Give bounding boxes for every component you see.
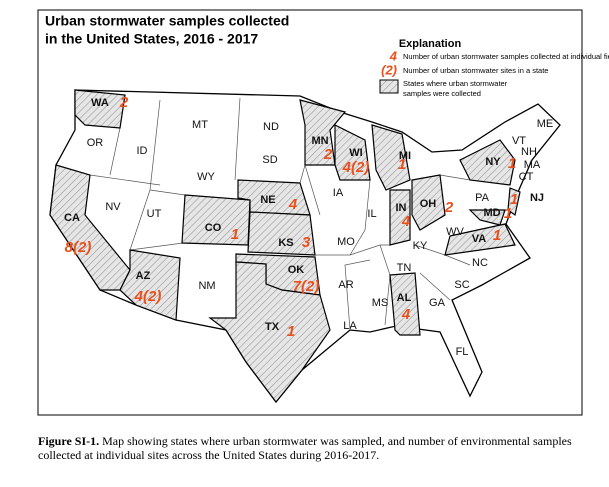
- state-abbr: OK: [288, 264, 305, 276]
- state-oh: [411, 174, 446, 231]
- state-abbr: MS: [372, 297, 389, 309]
- legend-label: States where urban stormwater: [403, 79, 508, 88]
- state-abbr: TX: [265, 321, 280, 333]
- state-abbr: NE: [260, 194, 275, 206]
- state-abbr: NC: [472, 257, 488, 269]
- state-abbr: ND: [263, 121, 279, 133]
- sample-count: 1: [493, 227, 501, 244]
- caption-label: Figure SI-1.: [38, 434, 100, 448]
- sampled-state-shapes: [49, 89, 521, 403]
- state-abbr: AL: [397, 292, 412, 304]
- state-nj: [507, 187, 521, 217]
- state-co: [181, 194, 251, 246]
- sample-count: 1: [398, 156, 406, 173]
- state-abbr: IN: [396, 202, 407, 214]
- sample-count: 2: [119, 94, 129, 111]
- sample-count: 4: [401, 306, 411, 323]
- state-abbr: KS: [278, 237, 293, 249]
- state-abbr: OR: [87, 137, 104, 149]
- caption-text: Map showing states where urban stormwate…: [38, 434, 572, 462]
- state-abbr: MI: [399, 150, 411, 162]
- state-abbr: CT: [519, 171, 534, 183]
- state-abbr: MT: [192, 119, 208, 131]
- legend-symbol: 4: [389, 48, 398, 63]
- sample-count: 4: [288, 196, 298, 213]
- legend: Explanation 4 Number of urban stormwater…: [379, 38, 609, 98]
- state-abbr: VA: [472, 233, 487, 245]
- state-abbr: SD: [262, 154, 277, 166]
- state-abbr: WA: [91, 97, 109, 109]
- sample-count: 1: [231, 226, 239, 243]
- state-al: [389, 272, 421, 336]
- map-figure: Urban stormwater samples collected in th…: [37, 9, 609, 416]
- state-abbr: MO: [337, 236, 355, 248]
- state-abbr: NY: [485, 156, 501, 168]
- state-abbr: WV: [446, 226, 464, 238]
- state-abbr: OH: [420, 198, 437, 210]
- legend-swatch: [379, 79, 399, 94]
- sample-count: 1: [508, 155, 516, 172]
- state-abbr: AR: [338, 279, 353, 291]
- state-abbr: CA: [64, 212, 80, 224]
- state-abbr: NJ: [530, 192, 544, 204]
- sample-count: 4(2): [134, 288, 162, 305]
- state-abbr: IL: [367, 208, 376, 220]
- state-abbr: UT: [147, 208, 162, 220]
- state-va: [444, 223, 516, 256]
- sample-count: 2: [323, 146, 333, 163]
- state-abbr: MN: [311, 135, 328, 147]
- state-abbr: NV: [105, 201, 121, 213]
- state-ny: [459, 139, 516, 186]
- sample-count: 1: [504, 205, 512, 222]
- state-tx: [208, 261, 331, 403]
- caption: Figure SI-1. Map showing states where ur…: [38, 434, 598, 462]
- state-mi: [371, 124, 411, 191]
- sample-count: 2: [444, 199, 454, 216]
- state-abbr: PA: [475, 192, 490, 204]
- legend-label: Number of urban stormwater samples colle…: [403, 52, 609, 61]
- state-abbr: NH: [521, 146, 537, 158]
- title-line: in the United States, 2016 - 2017: [45, 31, 258, 47]
- state-abbr: KY: [413, 240, 428, 252]
- state-abbr: NM: [198, 280, 215, 292]
- state-abbr: GA: [429, 297, 446, 309]
- state-abbr: VT: [512, 135, 526, 147]
- sample-count: 8(2): [65, 239, 92, 256]
- legend-symbol: (2): [381, 62, 397, 77]
- state-abbr: ID: [137, 145, 148, 157]
- state-abbr: MA: [524, 159, 541, 171]
- state-abbr: FL: [456, 346, 469, 358]
- state-abbr: WI: [349, 147, 362, 159]
- state-abbr: CO: [205, 222, 222, 234]
- state-abbr: TN: [397, 262, 412, 274]
- sample-count: 4(2): [342, 159, 370, 176]
- sample-count: 1: [510, 191, 518, 208]
- state-az: [119, 249, 181, 321]
- title-line: Urban stormwater samples collected: [45, 13, 289, 29]
- state-abbr: WY: [197, 171, 215, 183]
- legend-label: samples were collected: [403, 89, 481, 98]
- sample-count: 7(2): [293, 278, 320, 295]
- legend-title: Explanation: [399, 38, 462, 50]
- state-ks: [247, 211, 316, 256]
- state-abbr: IA: [333, 187, 344, 199]
- legend-label: Number of urban stormwater sites in a st…: [403, 66, 548, 75]
- state-in: [389, 189, 411, 246]
- state-abbr: LA: [343, 320, 357, 332]
- state-abbr: SC: [454, 279, 469, 291]
- sample-count: 4: [401, 213, 411, 230]
- state-wi: [334, 124, 371, 181]
- state-wa: [74, 89, 126, 129]
- state-abbr: AZ: [136, 270, 151, 282]
- sample-count: 1: [287, 323, 295, 340]
- state-abbr: ME: [537, 118, 554, 130]
- state-abbr: MD: [483, 207, 500, 219]
- sample-count: 3: [302, 234, 311, 251]
